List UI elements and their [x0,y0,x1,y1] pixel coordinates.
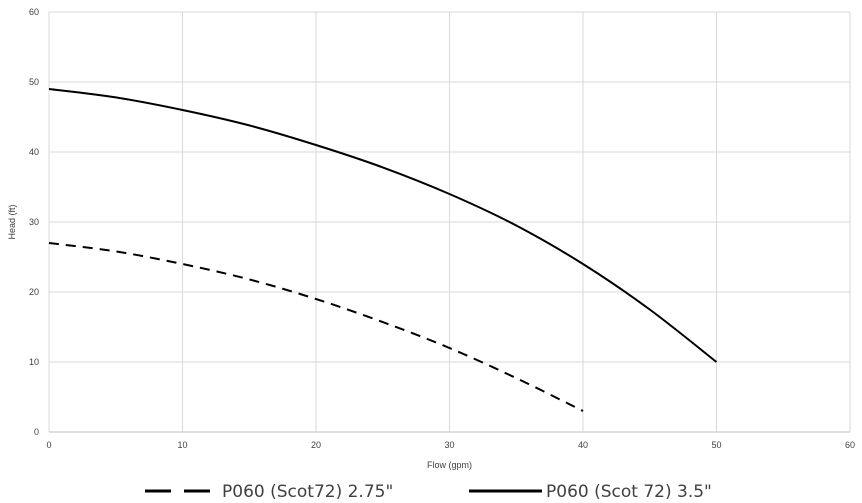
series-line-1 [48,242,584,412]
legend-label-series-2: P060 (Scot 72) 3.5" [546,482,712,502]
x-tick-label: 50 [711,440,721,450]
axis-layer [48,12,850,433]
series-layer [48,88,718,412]
x-tick-label: 40 [578,440,588,450]
grid-layer [49,11,851,432]
tick-labels: 0 10 20 30 40 50 60 0 10 20 30 40 50 60 [29,7,855,450]
legend: P060 (Scot72) 2.75" P060 (Scot 72) 3.5" [145,482,712,502]
y-tick-label: 0 [34,427,39,437]
x-tick-label: 30 [444,440,454,450]
y-tick-label: 30 [29,217,39,227]
y-tick-label: 60 [29,7,39,17]
x-axis-title: Flow (gpm) [427,460,472,470]
x-tick-label: 20 [311,440,321,450]
x-tick-label: 60 [845,440,855,450]
legend-label-series-1: P060 (Scot72) 2.75" [222,482,393,502]
y-tick-label: 10 [29,357,39,367]
y-tick-label: 20 [29,287,39,297]
y-tick-label: 40 [29,147,39,157]
x-tick-label: 0 [46,440,51,450]
series-line-2 [48,88,718,363]
x-tick-label: 10 [177,440,187,450]
y-tick-label: 50 [29,77,39,87]
y-axis-title: Head (ft) [7,204,17,239]
